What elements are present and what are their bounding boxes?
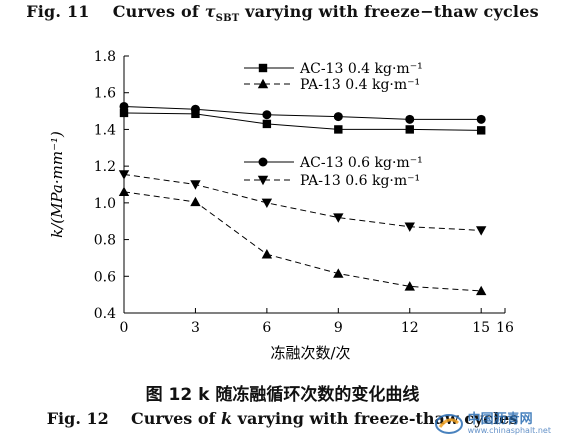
series-line-1 — [123, 191, 482, 292]
data-point-1 — [404, 281, 415, 291]
y-axis-label: k/(MPa·mm⁻¹) — [48, 131, 66, 238]
data-point-2 — [190, 104, 200, 114]
legend-label-1: PA-13 0.4 kg·m⁻¹ — [300, 77, 420, 93]
y-tick-label: 1.0 — [94, 196, 116, 212]
en-caption-k: k — [220, 409, 233, 428]
data-point-3 — [118, 170, 130, 180]
legend-marker-2 — [258, 157, 268, 167]
legend-label-2: AC-13 0.6 kg·m⁻¹ — [299, 155, 423, 171]
legend-label-3: PA-13 0.6 kg·m⁻¹ — [300, 173, 420, 189]
x-tick-label: 12 — [401, 320, 419, 336]
y-tick-label: 0.8 — [94, 233, 116, 249]
data-point-3 — [475, 226, 487, 236]
top-caption-symbol: τ — [204, 2, 216, 21]
top-caption-before: Curves of — [112, 2, 205, 21]
x-tick-label: 3 — [191, 320, 200, 336]
legend-marker-1 — [257, 78, 269, 89]
data-point-1 — [333, 268, 344, 278]
legend-marker-3 — [257, 175, 269, 186]
chart-ticks: 0.4 0.6 0.8 1.0 1.2 1.4 1.6 1.8 0 3 6 9 12 15 16 — [94, 49, 514, 336]
x-axis-label: 冻融次数/次 — [270, 344, 350, 362]
x-tick-label: 6 — [262, 320, 271, 336]
data-point-0 — [405, 125, 414, 134]
x-tick-label: 15 — [472, 320, 490, 336]
y-tick-label: 1.6 — [94, 86, 116, 102]
x-tick-label: 9 — [334, 320, 343, 336]
series-line-0 — [123, 112, 482, 131]
watermark-url: www.chinasphalt.net — [467, 426, 551, 435]
x-tick-label: 16 — [496, 320, 514, 336]
en-caption-after: varying with freeze-thaw cycles — [232, 409, 519, 428]
data-point-2 — [119, 101, 129, 111]
en-caption-before: Curves of — [131, 409, 221, 428]
x-tick-label: 0 — [120, 320, 129, 336]
y-tick-label: 1.4 — [94, 122, 116, 138]
y-tick-label: 0.6 — [94, 269, 116, 285]
data-point-0 — [119, 108, 129, 118]
data-point-0 — [191, 109, 200, 119]
data-point-1 — [190, 196, 201, 207]
top-caption-prefix: Fig. 11 — [26, 2, 90, 21]
data-point-1 — [475, 285, 487, 296]
watermark: 中国沥青网 www.chinasphalt.net — [434, 413, 551, 435]
data-point-3 — [333, 213, 344, 223]
watermark-text: 中国沥青网 — [467, 412, 533, 427]
top-caption-after: varying with freeze−thaw cycles — [239, 2, 539, 21]
y-tick-label: 1.2 — [94, 159, 116, 175]
en-figure-caption: Fig. 12 Curves of k varying with freeze-… — [0, 409, 565, 428]
data-point-2 — [405, 114, 415, 124]
y-tick-label: 0.4 — [94, 306, 116, 322]
data-point-0 — [334, 125, 343, 134]
y-tick-label: 1.8 — [94, 49, 116, 65]
cn-figure-caption: 图 12 k 随冻融循环次数的变化曲线 — [145, 385, 420, 405]
data-point-3 — [190, 180, 201, 190]
chart-series — [118, 101, 487, 296]
data-point-3 — [261, 198, 273, 209]
data-point-1 — [118, 186, 130, 197]
data-point-3 — [404, 222, 415, 232]
k-vs-freeze-thaw-chart: 0.4 0.6 0.8 1.0 1.2 1.4 1.6 1.8 0 3 6 9 12 15 16 AC-13… — [48, 49, 514, 362]
en-caption-prefix: Fig. 12 — [46, 409, 109, 428]
chart-axes — [123, 56, 505, 314]
data-point-1 — [261, 249, 273, 259]
data-point-0 — [476, 126, 486, 135]
watermark-logo-icon — [434, 414, 463, 434]
data-point-2 — [262, 110, 272, 120]
top-caption-subscript: SBT — [215, 13, 240, 25]
top-figure-caption: Fig. 11 Curves of τSBT varying with free… — [0, 2, 565, 24]
legend-marker-0 — [258, 63, 268, 73]
chart-legend: AC-13 0.4 kg·m⁻¹PA-13 0.4 kg·m⁻¹ AC-13 0.… — [244, 61, 423, 189]
series-line-2 — [123, 105, 482, 120]
data-point-2 — [333, 112, 343, 122]
data-point-2 — [476, 114, 486, 124]
series-line-3 — [123, 173, 482, 231]
data-point-0 — [262, 119, 272, 129]
legend-label-0: AC-13 0.4 kg·m⁻¹ — [299, 61, 423, 77]
